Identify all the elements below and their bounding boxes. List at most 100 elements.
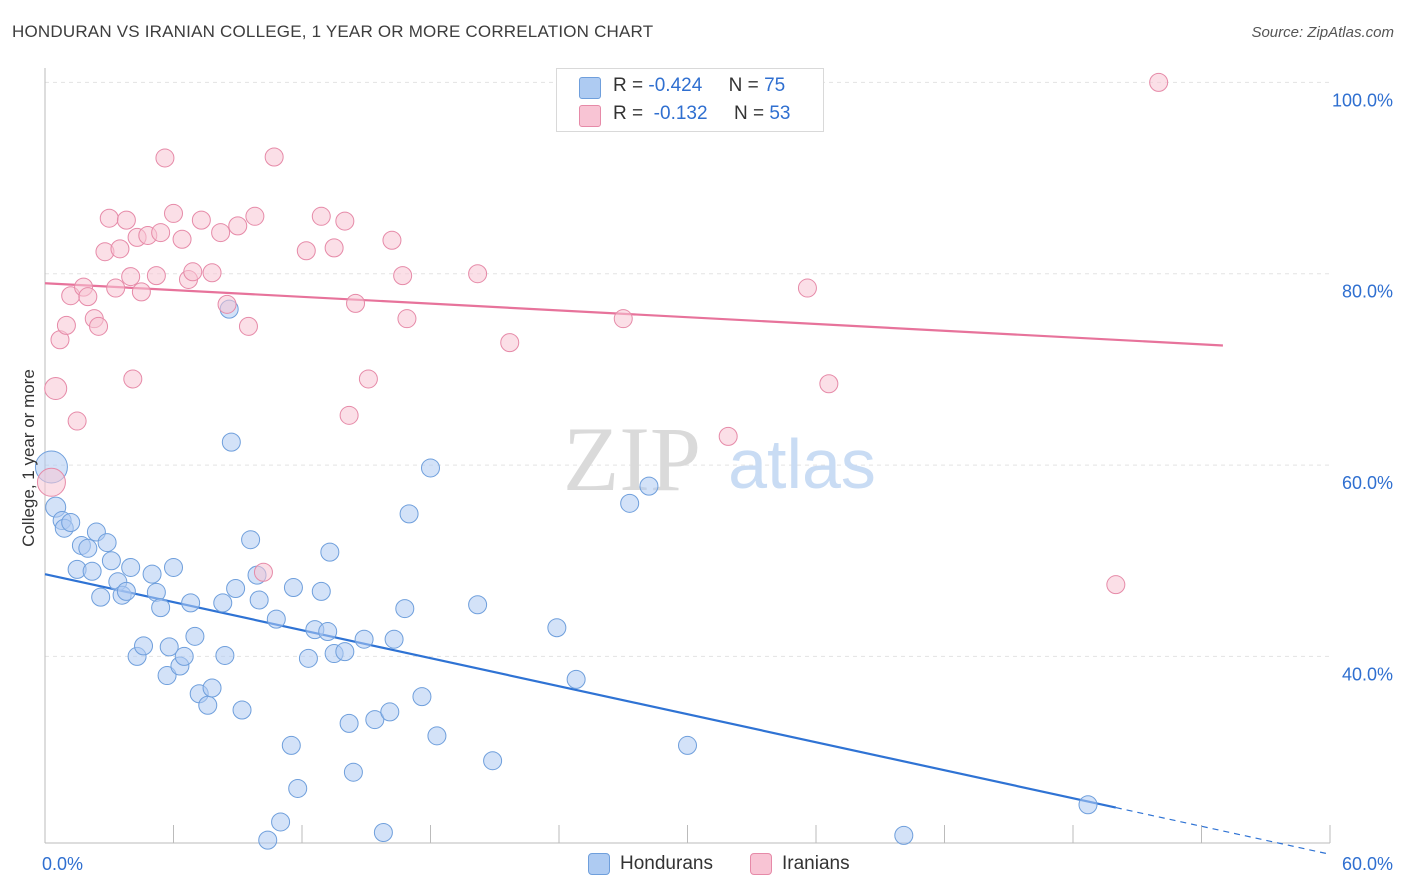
honduran-point [116, 581, 136, 601]
iranian-point [1106, 575, 1126, 595]
iranian-point [56, 315, 76, 335]
bottom-legend-swatch-iranians [750, 853, 772, 875]
tick-labels: 100.0% 80.0% 60.0% 40.0% 0.0% 60.0% [42, 90, 1393, 874]
iranian-point [358, 369, 378, 389]
honduran-point [365, 710, 385, 730]
honduran-point [335, 642, 355, 662]
trend-lines [44, 282, 1331, 855]
honduran-point [101, 551, 121, 571]
iranian-point [228, 216, 248, 236]
iranian-point [121, 267, 141, 287]
iranian-point [397, 309, 417, 329]
honduran-point [159, 637, 179, 657]
iranian-point [78, 287, 98, 307]
iranian-point [131, 282, 151, 302]
honduran-point [61, 512, 81, 532]
honduran-point [427, 726, 447, 746]
legend-r-value-iranians: -0.132 [653, 103, 708, 124]
watermark-zip: ZIP [563, 408, 701, 510]
iranian-point [89, 316, 109, 336]
honduran-point [639, 476, 659, 496]
legend-n-value-iranians: 53 [769, 103, 791, 124]
honduran-point [271, 812, 291, 832]
legend-swatch-hondurans [579, 77, 601, 99]
iranian-point [36, 467, 66, 497]
y-tick-label: 40.0% [1342, 664, 1393, 684]
iranian-point [797, 278, 817, 298]
honduran-point [468, 595, 488, 615]
iranian-point [346, 293, 366, 313]
honduran-point [91, 587, 111, 607]
honduran-point [281, 735, 301, 755]
iranian-point [151, 223, 171, 243]
iranian-point [335, 211, 355, 231]
iranian-point [202, 263, 222, 283]
iranian-point [238, 316, 258, 336]
iranian-point [245, 206, 265, 226]
legend-r-value-hondurans: -0.424 [648, 75, 703, 96]
honduran-point [221, 432, 241, 452]
honduran-point [311, 581, 331, 601]
x-tick-label: 0.0% [42, 854, 83, 874]
legend-n-label: N = [733, 103, 765, 124]
iranian-point [183, 262, 203, 282]
honduran-point [298, 648, 318, 668]
honduran-point [339, 713, 359, 733]
honduran-point [547, 618, 567, 638]
honduran-point [134, 636, 154, 656]
honduran-point [164, 557, 183, 577]
bottom-legend-label-iranians: Iranians [782, 853, 850, 874]
honduran-point [266, 609, 286, 629]
bottom-legend-label-hondurans: Hondurans [620, 853, 713, 874]
honduran-point [258, 830, 278, 850]
honduran-point [142, 564, 162, 584]
iranian-point [110, 239, 130, 259]
watermark: ZIP atlas [563, 408, 876, 510]
iranian-point [155, 148, 175, 168]
honduran-point [483, 751, 503, 771]
iranian-point [296, 241, 316, 261]
iranian-point [613, 309, 633, 329]
honduran-point [185, 626, 205, 646]
honduran-point [232, 700, 252, 720]
honduran-trend-extension [1115, 807, 1331, 855]
iranian-point [211, 223, 231, 243]
legend-r-label: R = [613, 75, 644, 96]
honduran-point [213, 593, 233, 613]
iranian-point [468, 264, 488, 284]
y-tick-label: 80.0% [1342, 282, 1393, 302]
legend-n-value-hondurans: 75 [764, 75, 786, 96]
iranian-point [106, 278, 126, 298]
honduran-point [343, 762, 363, 782]
honduran-point [412, 687, 432, 707]
iranian-point [99, 208, 119, 228]
honduran-point [399, 504, 419, 524]
honduran-trend-line [44, 573, 1117, 809]
iranian-point [819, 374, 839, 394]
honduran-point [384, 629, 404, 649]
watermark-atlas: atlas [728, 425, 876, 503]
honduran-point [566, 669, 586, 689]
iranian-point [718, 426, 738, 446]
honduran-point [421, 458, 440, 478]
honduran-point [241, 530, 261, 550]
iranian-point [67, 411, 87, 431]
iranian-point [123, 369, 143, 389]
honduran-point [894, 825, 914, 845]
honduran-point [318, 622, 338, 642]
legend-n-label: N = [728, 75, 759, 96]
iranian-point [264, 147, 284, 167]
honduran-point [288, 778, 308, 798]
legend-r-label: R = [613, 103, 644, 124]
iranian-point [339, 405, 359, 425]
grid-lines [45, 81, 1330, 657]
honduran-point [380, 702, 400, 722]
honduran-point [174, 646, 194, 666]
honduran-point [320, 542, 340, 562]
honduran-point [82, 561, 102, 581]
honduran-point [283, 578, 303, 598]
honduran-point [620, 493, 640, 513]
honduran-point [1078, 795, 1098, 815]
iranian-point [1149, 72, 1169, 92]
